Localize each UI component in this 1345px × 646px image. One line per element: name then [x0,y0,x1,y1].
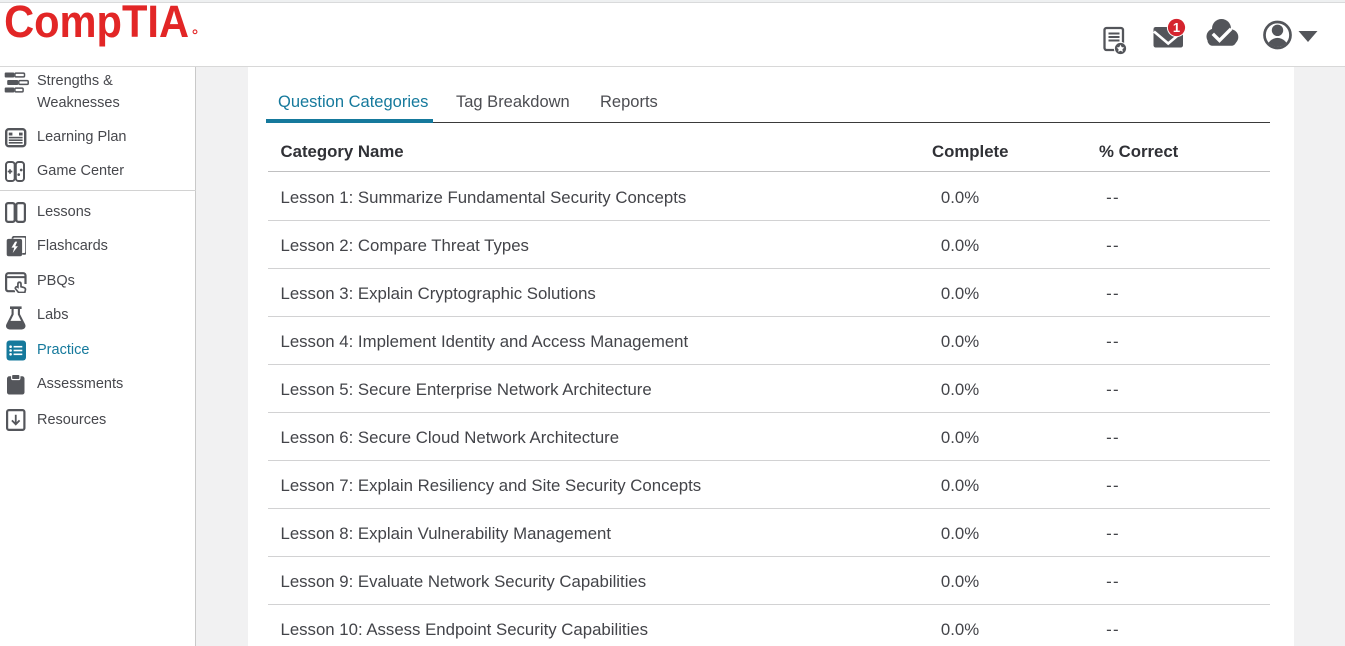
svg-text:CompTIA: CompTIA [5,0,189,48]
svg-text:1: 1 [1173,20,1180,35]
